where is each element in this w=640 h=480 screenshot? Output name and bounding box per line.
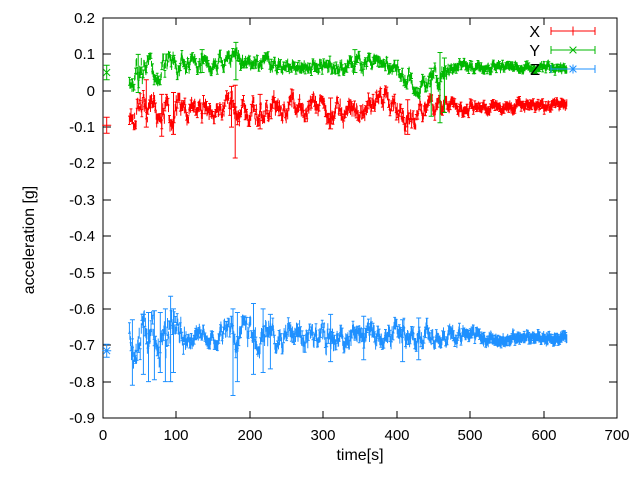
x-tick-label: 200	[237, 427, 262, 444]
series-X-band	[128, 85, 568, 135]
x-tick-label: 100	[163, 427, 188, 444]
y-tick-label: -0.1	[69, 119, 95, 136]
series-Z-error-spikes	[129, 295, 422, 396]
y-tick-label: 0.1	[74, 46, 95, 63]
x-tick-label: 0	[99, 427, 107, 444]
legend-sample-Z	[550, 64, 596, 74]
legend-sample-X	[550, 26, 596, 36]
legend-label-X: X	[529, 24, 540, 41]
x-tick-label: 400	[384, 427, 409, 444]
legend-label-Z: Z	[530, 62, 540, 79]
legend-sample-Y	[550, 46, 596, 54]
series-Y-error-spikes	[135, 41, 447, 124]
x-tick-label: 500	[457, 427, 482, 444]
y-tick-label: 0	[87, 83, 95, 100]
y-tick-label: -0.5	[69, 265, 95, 282]
x-axis-title: time[s]	[336, 447, 384, 464]
x-tick-label: 600	[531, 427, 556, 444]
x-tick-label: 300	[310, 427, 335, 444]
y-tick-label: -0.9	[69, 410, 95, 427]
series-Z-band	[128, 309, 568, 369]
legend-label-Y: Y	[529, 43, 540, 60]
y-tick-label: -0.7	[69, 337, 95, 354]
series-Y-band	[128, 47, 568, 101]
y-tick-label: 0.2	[74, 10, 95, 27]
series-Z-start-point	[102, 343, 112, 358]
series-Y-start-point	[102, 64, 111, 81]
y-axis-title: acceleration [g]	[21, 185, 38, 295]
y-tick-label: -0.4	[69, 228, 95, 245]
y-tick-label: -0.3	[69, 192, 95, 209]
series-X-error-spikes	[143, 79, 411, 159]
series-X-start-point	[102, 116, 112, 134]
y-tick-label: -0.8	[69, 374, 95, 391]
y-tick-label: -0.2	[69, 155, 95, 172]
y-tick-label: -0.6	[69, 301, 95, 318]
x-tick-label: 700	[604, 427, 629, 444]
